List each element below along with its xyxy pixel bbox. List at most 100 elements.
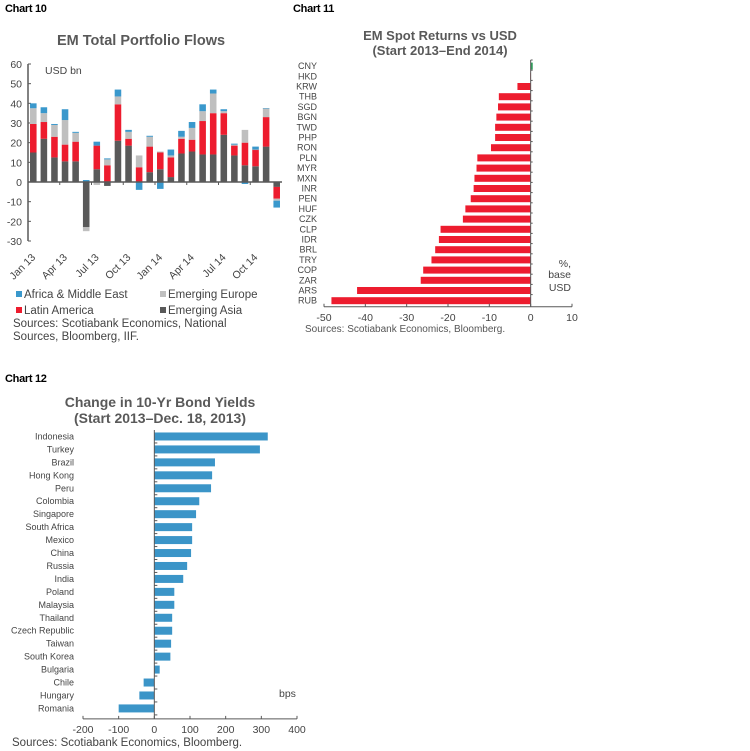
category-label: INR [302, 184, 318, 194]
category-label: India [54, 574, 74, 584]
bar [357, 287, 531, 294]
bar [154, 574, 184, 583]
bar-segment-asia [167, 177, 175, 182]
bar-segment-latam [51, 136, 58, 158]
category-label: IDR [302, 235, 318, 245]
unit-label: USD [549, 282, 572, 294]
bar [154, 432, 268, 441]
bar [154, 639, 172, 648]
source-line: Sources, Bloomberg, IIF. [13, 331, 139, 343]
bar-segment-africa [220, 109, 228, 112]
bar-segment-europe [93, 182, 101, 185]
bar [498, 93, 531, 101]
bar-segment-europe [51, 124, 58, 137]
bar [530, 62, 533, 70]
bar-segment-africa [51, 123, 58, 125]
bar-segment-europe [209, 93, 217, 114]
bar-segment-africa [30, 103, 37, 109]
chart-em-portfolio-flows: EM Total Portfolio Flows 60 50 40 30 20 10 0 -10… [7, 33, 282, 343]
bar-segment-latam [241, 142, 249, 166]
x-tick-label: -30 [399, 312, 414, 324]
bar [154, 484, 212, 493]
bar-segment-africa [231, 143, 238, 145]
category-label: Chile [53, 678, 74, 688]
category-label: CLP [299, 224, 317, 234]
chart-10-label: Chart 10 [5, 3, 47, 15]
x-tick-label: 200 [217, 724, 235, 736]
bar-segment-asia [82, 182, 90, 228]
bar-segment-africa [157, 182, 164, 189]
x-tick-label: -200 [72, 724, 93, 736]
bar-segment-asia [51, 157, 58, 182]
bar-segment-latam [72, 141, 79, 162]
bar-segment-latam [125, 138, 132, 146]
bar [143, 678, 155, 687]
category-label: BRL [299, 245, 317, 255]
category-label: PEN [298, 194, 317, 204]
bar-segment-asia [114, 140, 122, 182]
bar-segment-asia [252, 166, 259, 182]
category-label: Singapore [33, 509, 74, 519]
category-label: MXN [297, 173, 317, 183]
chart-11-label: Chart 11 [293, 3, 335, 15]
bar-segment-europe [104, 159, 111, 166]
bar-segment-europe [178, 136, 185, 139]
y-tick-label: 20 [10, 138, 22, 150]
category-label: ARS [298, 286, 317, 296]
bar-segment-europe [61, 120, 69, 145]
bar-segment-africa [209, 89, 217, 94]
bar-segment-europe [220, 111, 228, 114]
bar [465, 205, 531, 213]
category-label: SGD [297, 102, 317, 112]
bar-segment-europe [146, 136, 153, 147]
legend-swatch [16, 291, 22, 297]
x-tick-label: 10 [566, 312, 578, 324]
chart-12-label: Chart 12 [5, 373, 47, 385]
bar-segment-europe [157, 151, 164, 153]
bar-segment-africa [114, 89, 122, 97]
bar-segment-latam [220, 113, 228, 135]
bar-segment-africa [72, 131, 79, 133]
chart-title: EM Total Portfolio Flows [57, 33, 225, 49]
y-tick-label: -20 [7, 216, 22, 228]
bar-segment-africa [252, 146, 259, 150]
bar-segment-europe [262, 108, 270, 118]
bar-segment-asia [72, 161, 79, 182]
bar-segment-latam [146, 146, 153, 173]
bar-segment-latam [178, 138, 185, 154]
bar-segment-africa [199, 104, 206, 112]
bar-segment-europe [167, 155, 175, 158]
y-tick-label: 0 [16, 177, 22, 189]
x-tick-label: -100 [108, 724, 129, 736]
bar [154, 510, 197, 519]
bar [154, 523, 193, 532]
y-tick-label: -30 [7, 236, 22, 248]
category-label: Hong Kong [29, 470, 74, 480]
bar-segment-asia [61, 161, 69, 182]
unit-label: bps [279, 688, 296, 700]
bar [118, 704, 155, 713]
bar-segment-latam [40, 122, 48, 139]
bar [470, 195, 531, 203]
bar [438, 236, 531, 243]
bar [154, 497, 200, 506]
y-tick-label: 60 [10, 59, 22, 71]
bar-segment-latam [93, 145, 101, 170]
bar-segment-latam [114, 104, 122, 141]
bar-segment-europe [135, 155, 143, 168]
bar [154, 445, 260, 454]
bar-segment-asia [104, 182, 111, 186]
category-label: Malaysia [38, 600, 74, 610]
bar [154, 626, 173, 635]
bar-segment-europe [199, 111, 206, 122]
x-tick-label: 400 [288, 724, 306, 736]
category-label: PLN [299, 153, 317, 163]
bar-segment-asia [220, 134, 228, 182]
category-label: TRY [299, 255, 317, 265]
bar-segment-europe [40, 113, 48, 123]
bar [331, 297, 531, 305]
x-tick-label: 0 [151, 724, 157, 736]
bar [420, 276, 531, 284]
category-label: COP [297, 265, 317, 275]
